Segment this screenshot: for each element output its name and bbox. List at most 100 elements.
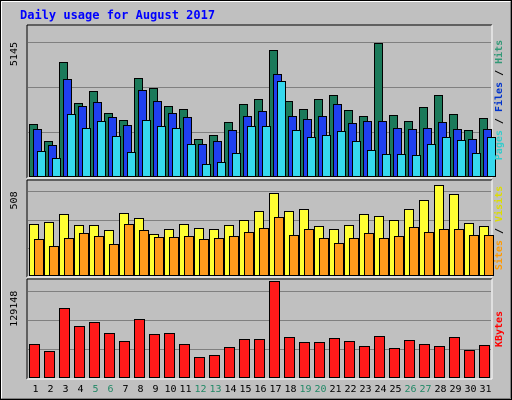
bar-sites xyxy=(379,238,389,276)
panel-kbytes: 129148 KBytes xyxy=(9,278,505,380)
bar-pages xyxy=(187,144,196,177)
bar-sites xyxy=(319,238,329,276)
x-tick-label: 26 xyxy=(404,384,416,395)
x-tick-label: 13 xyxy=(209,384,221,395)
bar-pages xyxy=(427,144,436,177)
bar-sites xyxy=(94,236,104,276)
bar-sites xyxy=(214,238,224,276)
bar-kbytes xyxy=(104,333,115,378)
bar-kbytes xyxy=(179,344,190,378)
x-tick-label: 8 xyxy=(137,384,143,395)
bar-kbytes xyxy=(374,336,385,378)
bar-sites xyxy=(154,237,164,276)
bar-pages xyxy=(142,120,151,177)
x-tick-label: 1 xyxy=(32,384,38,395)
scale-label: 129148 xyxy=(9,291,20,327)
bar-pages xyxy=(337,131,346,177)
bar-sites xyxy=(439,229,449,276)
legend-part: / xyxy=(494,112,505,130)
bar-pages xyxy=(412,155,421,177)
scale-label: 508 xyxy=(9,191,20,209)
bar-pages xyxy=(472,153,481,177)
bar-kbytes xyxy=(389,348,400,378)
bar-kbytes xyxy=(59,308,70,378)
bar-kbytes xyxy=(164,333,175,378)
bar-pages xyxy=(352,141,361,177)
bar-pages xyxy=(382,154,391,177)
bar-kbytes xyxy=(464,350,475,378)
bar-pages xyxy=(442,137,451,177)
bar-pages xyxy=(157,126,166,177)
bar-pages xyxy=(247,126,256,177)
x-tick-label: 5 xyxy=(92,384,98,395)
bar-sites xyxy=(424,232,434,276)
legend-part: Files xyxy=(493,82,505,112)
bar-sites xyxy=(244,232,254,276)
bar-kbytes xyxy=(254,339,265,378)
bar-sites xyxy=(109,244,119,276)
bar-sites xyxy=(259,228,269,276)
bar-sites xyxy=(124,224,134,276)
bar-kbytes xyxy=(29,344,40,378)
bar-pages xyxy=(232,153,241,177)
bar-pages xyxy=(127,152,136,177)
bar-kbytes xyxy=(344,341,355,378)
panel-visits-sites: 508 Sites / Visits xyxy=(9,179,505,278)
panel-hits-files-pages: 5145 Pages / Files / Hits xyxy=(9,24,505,179)
x-tick-label: 15 xyxy=(239,384,251,395)
x-tick-label: 28 xyxy=(434,384,446,395)
bar-kbytes xyxy=(479,345,490,378)
bar-kbytes xyxy=(194,357,205,378)
x-tick-label: 27 xyxy=(419,384,431,395)
x-tick-label: 18 xyxy=(284,384,296,395)
x-tick-label: 25 xyxy=(389,384,401,395)
bar-sites xyxy=(334,243,344,276)
bar-pages xyxy=(172,128,181,177)
bar-pages xyxy=(67,114,76,177)
bar-pages xyxy=(52,158,61,177)
bar-pages xyxy=(262,126,271,177)
x-tick-label: 9 xyxy=(152,384,158,395)
bar-pages xyxy=(457,140,466,177)
x-tick-label: 20 xyxy=(314,384,326,395)
bar-sites xyxy=(34,239,44,276)
bar-pages xyxy=(97,121,106,177)
x-tick-label: 30 xyxy=(464,384,476,395)
bar-pages xyxy=(487,137,496,177)
x-tick-label: 3 xyxy=(62,384,68,395)
x-tick-label: 12 xyxy=(194,384,206,395)
legend-part: KBytes xyxy=(494,311,505,347)
bar-pages xyxy=(217,162,226,177)
bar-sites xyxy=(394,236,404,276)
bar-pages xyxy=(292,130,301,177)
x-tick-label: 11 xyxy=(179,384,191,395)
bar-sites xyxy=(79,233,89,276)
bar-sites xyxy=(169,237,179,276)
x-tick-label: 29 xyxy=(449,384,461,395)
legend-part: Pages xyxy=(494,130,505,160)
bar-kbytes xyxy=(434,346,445,378)
bar-sites xyxy=(409,227,419,276)
bar-kbytes xyxy=(134,319,145,378)
bar-kbytes xyxy=(224,347,235,378)
bar-kbytes xyxy=(209,355,220,378)
bar-sites xyxy=(364,233,374,276)
bar-kbytes xyxy=(449,337,460,378)
bar-sites xyxy=(484,235,494,276)
bar-sites xyxy=(199,239,209,276)
bar-pages xyxy=(307,137,316,177)
x-tick-label: 6 xyxy=(107,384,113,395)
bar-kbytes xyxy=(314,342,325,378)
bar-sites xyxy=(64,238,74,276)
bar-sites xyxy=(289,235,299,276)
bar-kbytes xyxy=(119,341,130,378)
bar-kbytes xyxy=(299,342,310,378)
x-tick-label: 22 xyxy=(344,384,356,395)
bar-kbytes xyxy=(419,344,430,378)
bar-pages xyxy=(367,150,376,177)
bar-kbytes xyxy=(74,326,85,378)
bar-sites xyxy=(49,246,59,276)
bar-pages xyxy=(82,128,91,177)
bar-sites xyxy=(184,236,194,276)
